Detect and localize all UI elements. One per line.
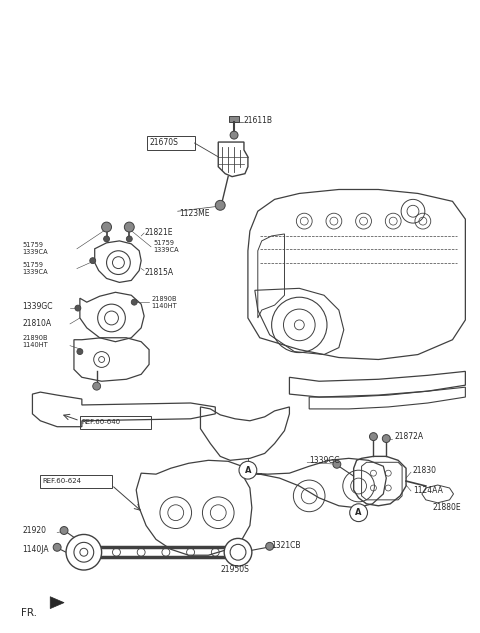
Circle shape: [90, 258, 96, 263]
Text: A: A: [355, 508, 362, 517]
Circle shape: [383, 435, 390, 442]
Circle shape: [93, 382, 101, 390]
Circle shape: [53, 543, 61, 551]
Text: 1339GC: 1339GC: [309, 456, 340, 465]
Text: REF.60-624: REF.60-624: [42, 478, 81, 484]
Circle shape: [216, 201, 225, 210]
Text: 51759
1339CA: 51759 1339CA: [23, 262, 48, 275]
Circle shape: [60, 527, 68, 534]
Circle shape: [350, 504, 368, 522]
Text: REF.60-640: REF.60-640: [82, 419, 121, 425]
Circle shape: [104, 236, 109, 242]
Text: 21815A: 21815A: [144, 268, 173, 277]
Text: 1124AA: 1124AA: [413, 486, 443, 496]
Text: 21890B
1140HT: 21890B 1140HT: [151, 296, 177, 309]
Circle shape: [224, 539, 252, 566]
Text: 21920: 21920: [23, 526, 47, 535]
Circle shape: [75, 305, 81, 311]
Text: A: A: [245, 466, 251, 475]
Bar: [229, 116, 239, 122]
Bar: [40, 475, 111, 488]
Text: 21872A: 21872A: [394, 432, 423, 441]
Circle shape: [126, 236, 132, 242]
Text: 1339GC: 1339GC: [23, 301, 53, 311]
Text: 21880E: 21880E: [433, 503, 461, 512]
Text: 1321CB: 1321CB: [272, 541, 301, 550]
Text: 1140JA: 1140JA: [23, 545, 49, 554]
Text: 21821E: 21821E: [144, 229, 173, 237]
Bar: [147, 136, 194, 150]
Circle shape: [370, 432, 377, 441]
Text: FR.: FR.: [21, 608, 36, 618]
Text: 21950S: 21950S: [220, 565, 249, 573]
Circle shape: [333, 460, 341, 468]
Circle shape: [266, 542, 274, 550]
Text: 21611B: 21611B: [244, 116, 273, 125]
Text: 21830: 21830: [413, 466, 437, 475]
Circle shape: [77, 349, 83, 354]
Text: 1123ME: 1123ME: [179, 209, 209, 218]
Circle shape: [102, 222, 111, 232]
Polygon shape: [50, 597, 64, 608]
Text: 21810A: 21810A: [23, 320, 52, 329]
Circle shape: [124, 222, 134, 232]
Text: 51759
1339CA: 51759 1339CA: [153, 241, 179, 253]
Circle shape: [131, 299, 137, 305]
Text: 21670S: 21670S: [149, 137, 178, 147]
Text: 21890B
1140HT: 21890B 1140HT: [23, 335, 48, 348]
Circle shape: [66, 534, 102, 570]
Text: 51759
1339CA: 51759 1339CA: [23, 242, 48, 255]
Circle shape: [230, 131, 238, 139]
Bar: [80, 416, 151, 429]
Circle shape: [239, 461, 257, 479]
